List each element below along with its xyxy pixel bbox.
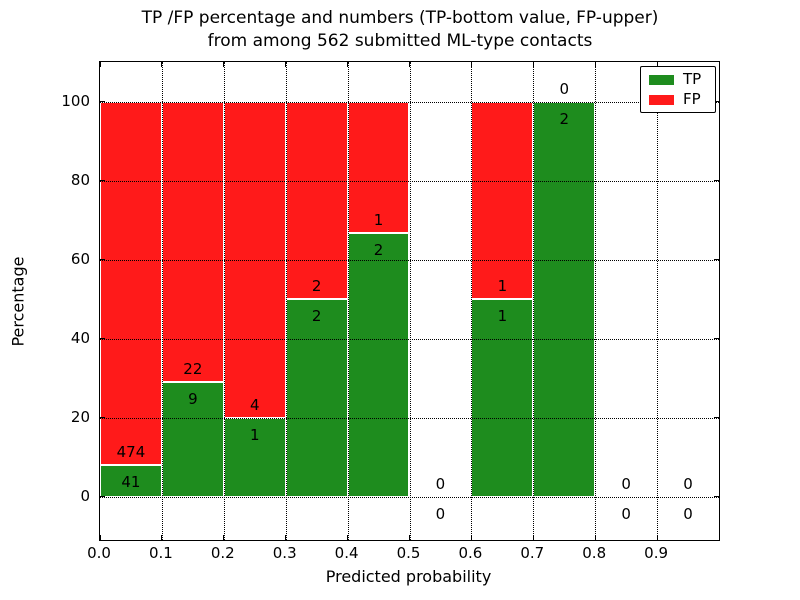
fp-count-label: 0 <box>683 474 693 493</box>
tp-count-label: 1 <box>249 425 260 444</box>
fp-count-label: 4 <box>249 395 260 414</box>
fp-count-label: 1 <box>373 211 384 230</box>
fp-count-label: 0 <box>559 79 570 98</box>
tp-count-label: 0 <box>621 504 631 523</box>
grid-line-vertical <box>223 62 225 540</box>
bar-segment-fp <box>471 101 534 300</box>
bar-segment-tp <box>285 299 348 497</box>
grid-line-vertical <box>533 62 535 540</box>
y-tick-label: 60 <box>70 249 90 268</box>
tp-count-label: 41 <box>121 473 141 492</box>
y-tick-label: 100 <box>61 91 90 110</box>
tp-count-label: 9 <box>188 389 198 408</box>
y-axis-label: Percentage <box>8 256 28 347</box>
bar-segment-fp <box>161 101 224 382</box>
x-tick-label: 0.8 <box>582 544 607 562</box>
legend-label-fp: FP <box>683 90 701 108</box>
y-tick-label: 40 <box>70 328 90 347</box>
tp-count-label: 2 <box>311 307 322 326</box>
x-tick-bottom <box>99 535 101 540</box>
grid-line-vertical <box>161 62 163 540</box>
fp-count-label: 0 <box>435 474 446 493</box>
x-tick-label: 0.0 <box>87 544 111 562</box>
tp-count-label: 0 <box>683 504 693 523</box>
x-tick-label: 0.2 <box>210 544 235 562</box>
fp-color-swatch <box>649 94 674 105</box>
y-tick-label: 80 <box>70 170 90 189</box>
tp-count-label: 2 <box>559 109 570 128</box>
grid-line-vertical <box>595 62 597 540</box>
grid-line-vertical <box>657 62 659 540</box>
chart-title: TP /FP percentage and numbers (TP-bottom… <box>0 7 800 53</box>
x-tick-label: 0.5 <box>396 544 421 562</box>
x-tick-label: 0.9 <box>644 544 669 562</box>
bar-segment-tp <box>471 299 534 497</box>
x-tick-top <box>99 62 101 67</box>
grid-line-vertical <box>471 62 473 540</box>
legend-entry-fp: FP <box>649 90 715 108</box>
bar-segment-tp <box>100 465 162 497</box>
bar-segment-tp <box>533 101 596 497</box>
x-tick-label: 0.6 <box>458 544 483 562</box>
x-tick-label: 0.3 <box>272 544 297 562</box>
tp-count-label: 0 <box>435 504 446 523</box>
x-axis-label: Predicted probability <box>325 567 492 586</box>
bar-segment-fp <box>285 101 348 300</box>
legend-label-tp: TP <box>683 70 702 88</box>
chart-title-line-1: TP /FP percentage and numbers (TP-bottom… <box>141 8 659 28</box>
grid-line-vertical <box>347 62 349 540</box>
chart-title-line-2: from among 562 submitted ML-type contact… <box>207 31 593 51</box>
tp-count-label: 1 <box>497 307 508 326</box>
legend: TP FP <box>640 66 716 113</box>
fp-count-label: 474 <box>116 443 146 462</box>
fp-count-label: 22 <box>183 359 203 378</box>
grid-line-vertical <box>409 62 411 540</box>
tp-count-label: 2 <box>373 241 384 260</box>
fp-count-label: 2 <box>311 277 322 296</box>
x-tick-label: 0.7 <box>520 544 545 562</box>
bar-segment-tp <box>347 233 410 497</box>
y-tick-label: 20 <box>70 407 90 426</box>
bar-segment-fp <box>100 101 162 466</box>
legend-entry-tp: TP <box>649 70 715 88</box>
x-tick-label: 0.1 <box>148 544 173 562</box>
plot-area: TP FP 474 41 22 9 4 1 2 2 1 2 0 0 1 1 0 2 0 0 0 0 <box>99 61 720 541</box>
tp-color-swatch <box>649 74 674 85</box>
x-tick-label: 0.4 <box>334 544 359 562</box>
fp-count-label: 1 <box>497 277 508 296</box>
y-tick-label: 0 <box>80 486 90 505</box>
fp-count-label: 0 <box>621 474 631 493</box>
grid-line-vertical <box>285 62 287 540</box>
bar-segment-tp <box>161 381 224 497</box>
